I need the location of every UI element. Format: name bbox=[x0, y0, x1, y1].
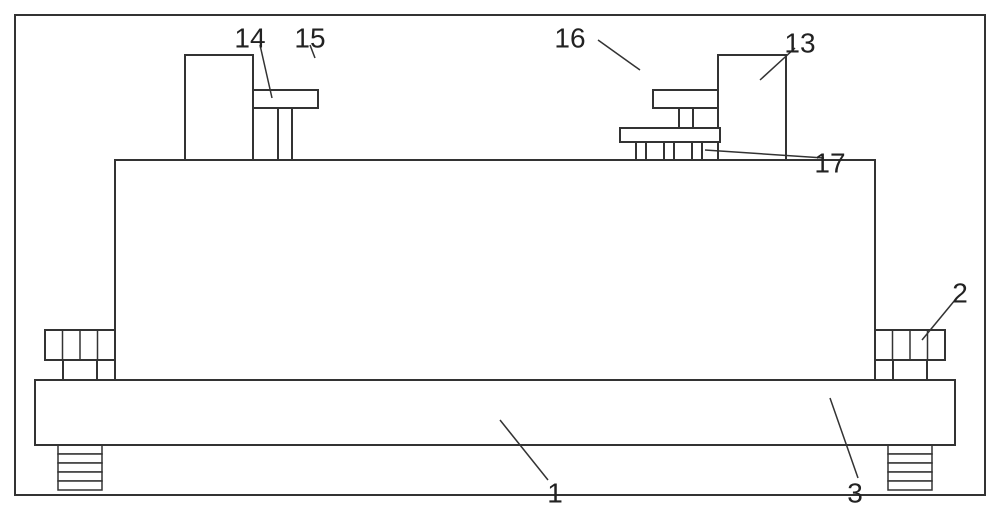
right-pin bbox=[692, 142, 702, 160]
callout-label: 15 bbox=[294, 22, 325, 53]
bolt-bellows-right bbox=[888, 454, 932, 463]
callout-label: 2 bbox=[952, 277, 968, 308]
left-bracket bbox=[253, 90, 318, 108]
bolt-bellows-left bbox=[58, 445, 102, 454]
callout-label: 13 bbox=[784, 27, 815, 58]
right-post bbox=[718, 55, 786, 160]
diagram-canvas: 1 2 3 13 14 15 16 17 bbox=[0, 0, 1000, 521]
bolt-bellows-left bbox=[58, 454, 102, 463]
left-post bbox=[185, 55, 253, 160]
callout-label: 3 bbox=[847, 477, 863, 508]
right-stem bbox=[679, 108, 693, 128]
callout-label: 17 bbox=[814, 147, 845, 178]
right-pin bbox=[664, 142, 674, 160]
right-sub-plate bbox=[620, 128, 720, 142]
callout-label: 16 bbox=[554, 22, 585, 53]
left-stem bbox=[278, 108, 292, 160]
right-bracket bbox=[653, 90, 718, 108]
callout-label: 14 bbox=[234, 22, 265, 53]
bolt-bellows-right bbox=[888, 481, 932, 490]
right-pin bbox=[636, 142, 646, 160]
bolt-bellows-left bbox=[58, 463, 102, 472]
main-block bbox=[115, 160, 875, 380]
bolt-bellows-right bbox=[888, 463, 932, 472]
bolt-bellows-right bbox=[888, 472, 932, 481]
bolt-bellows-right bbox=[888, 445, 932, 454]
base-plate bbox=[35, 380, 955, 445]
bolt-nut-left bbox=[63, 360, 97, 380]
bolt-bellows-left bbox=[58, 481, 102, 490]
callout-label: 1 bbox=[547, 477, 563, 508]
bolt-nut-right bbox=[893, 360, 927, 380]
bolt-bellows-left bbox=[58, 472, 102, 481]
